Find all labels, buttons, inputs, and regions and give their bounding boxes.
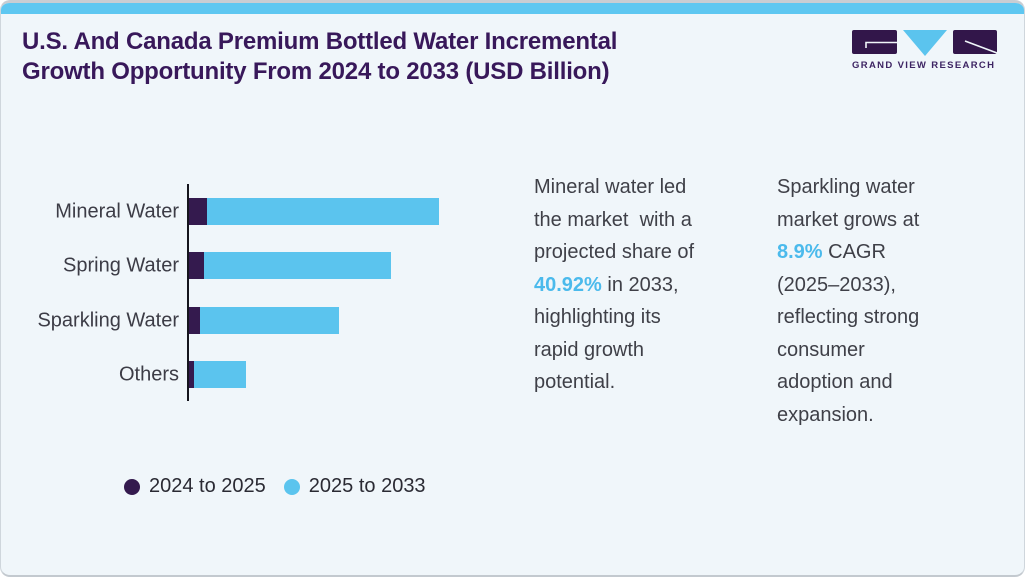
legend-label: 2024 to 2025 xyxy=(149,475,266,497)
legend-dot-icon xyxy=(283,478,300,495)
logo-v-triangle xyxy=(903,30,947,56)
page-title: U.S. And Canada Premium Bottled Water In… xyxy=(22,28,618,85)
bar-segment-2025-to-2033 xyxy=(200,307,339,334)
top-accent-bar xyxy=(1,3,1024,14)
legend-dot-icon xyxy=(124,478,140,495)
gvr-logo-icon xyxy=(852,30,997,56)
highlight-value: 40.92% xyxy=(534,273,602,296)
insight-text: in 2033, highlighting its rapid growth p… xyxy=(534,273,679,394)
gvr-logo: GRAND VIEW RESEARCH xyxy=(852,29,997,71)
category-label: Spring Water xyxy=(63,254,179,276)
legend-item: 2025 to 2033 xyxy=(283,475,426,498)
legend-label: 2025 to 2033 xyxy=(308,475,426,497)
category-axis-line xyxy=(187,184,189,401)
bar-segment-2024-to-2025 xyxy=(189,307,200,334)
insight-sparkling-water: Sparkling water market grows at 8.9% CAG… xyxy=(777,171,1002,431)
bar-segment-2024-to-2025 xyxy=(189,198,207,225)
category-label: Others xyxy=(118,363,179,385)
bar-segment-2024-to-2025 xyxy=(189,361,194,388)
logo-r-block xyxy=(953,30,997,54)
category-label: Mineral Water xyxy=(55,200,179,222)
insight-text: Sparkling water market grows at xyxy=(777,176,920,231)
logo-wordmark: GRAND VIEW RESEARCH xyxy=(852,60,996,71)
insight-mineral-water: Mineral water led the market with a proj… xyxy=(534,171,759,399)
legend: 2024 to 2025 2025 to 2033 xyxy=(124,475,426,498)
bar-segment-2025-to-2033 xyxy=(207,198,439,225)
insight-text: Mineral water led the market with a proj… xyxy=(534,176,695,263)
category-label: Sparkling Water xyxy=(37,309,179,331)
legend-item: 2024 to 2025 xyxy=(124,475,266,498)
bar-segment-2025-to-2033 xyxy=(194,361,246,388)
insight-text: CAGR (2025–2033), reflecting strong cons… xyxy=(777,241,920,426)
bar-segment-2024-to-2025 xyxy=(189,252,204,279)
highlight-value: 8.9% xyxy=(777,241,823,263)
bar-segment-2025-to-2033 xyxy=(204,252,391,279)
